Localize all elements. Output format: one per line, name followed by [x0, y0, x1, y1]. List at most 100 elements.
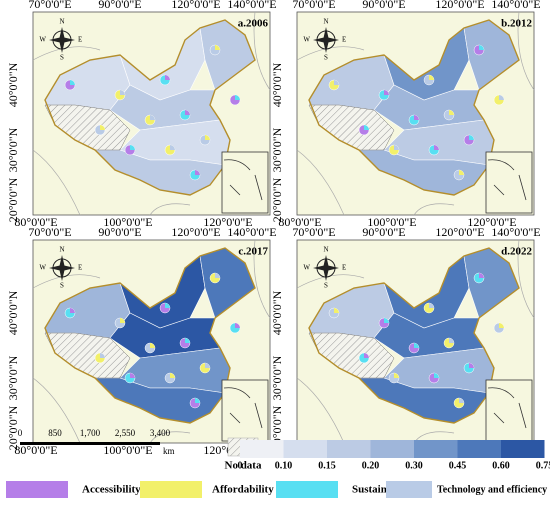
panel-label: a.2006 [238, 18, 269, 30]
longitude-label: 140°0'0"E [227, 0, 276, 11]
pie-legend-swatch [276, 481, 338, 498]
latitude-label: 20°0'0"N [6, 177, 20, 222]
pie-slice [429, 75, 434, 80]
pie-slice [364, 353, 369, 358]
class-break-label: 0.10 [275, 460, 293, 471]
class-break-label: 0 [238, 460, 243, 471]
country-outline [308, 247, 520, 424]
country-outline [44, 247, 256, 424]
class-swatch [327, 440, 371, 458]
class-swatch [414, 440, 458, 458]
pie-slice [195, 398, 200, 403]
longitude-label: 120°0'0"E [435, 225, 484, 239]
compass-label: N [59, 18, 64, 26]
compass-label: W [39, 36, 46, 44]
map-panel: N S W Eb.2012 70°0'0"E 90°0'0"E 120°0'0"E 140°0… [270, 0, 541, 229]
map-panel: N S W Ec.2017 70°0'0"E 90°0'0"E 120°0'0"E 140°0… [6, 225, 277, 457]
pie-slice [165, 303, 170, 308]
neighbor-border [296, 239, 535, 444]
map-panels: N S W Ea.2006 70°0'0"E 90°0'0"E 120°0'0"E 140°0… [6, 0, 541, 457]
class-break-label: 0.75 [536, 460, 550, 471]
longitude-label: 120°0'0"E [467, 215, 516, 229]
panel-label: b.2012 [501, 18, 532, 30]
compass-label: S [324, 54, 328, 62]
pie-slice [499, 323, 504, 328]
longitude-label: 120°0'0"E [171, 0, 220, 11]
longitude-label: 120°0'0"E [203, 215, 252, 229]
pie-slice [205, 135, 210, 140]
pie-slice [479, 45, 484, 50]
inset-coast [223, 387, 263, 429]
compass-label: S [60, 282, 64, 290]
compass-label: E [342, 36, 346, 44]
pie-slice [469, 363, 474, 368]
pie-slice [205, 363, 210, 368]
scale-label: 3,400 [150, 428, 171, 438]
scale-label: 0 [18, 428, 23, 438]
country-outline [308, 19, 520, 196]
pie-legend-swatch [140, 481, 202, 498]
longitude-label: 80°0'0"E [14, 215, 57, 229]
inset-map [485, 379, 533, 442]
latitude-label: 20°0'0"N [270, 177, 284, 222]
longitude-label: 90°0'0"E [362, 225, 405, 239]
inset-coast [487, 387, 527, 429]
inset-map [485, 151, 533, 214]
pie-slice [130, 145, 135, 150]
class-swatch [457, 440, 501, 458]
longitude-label: 80°0'0"E [14, 443, 57, 457]
pie-slice [100, 353, 105, 358]
map-panel: N S W Ea.2006 70°0'0"E 90°0'0"E 120°0'0"E 140°0… [6, 0, 277, 229]
compass-label: S [60, 54, 64, 62]
pie-slice [215, 45, 220, 50]
pie-slice [165, 75, 170, 80]
pie-slice [170, 145, 175, 150]
pie-legend-swatch [386, 481, 432, 498]
pie-slice [394, 373, 399, 378]
pie-slice [150, 115, 155, 120]
pie-slice [394, 145, 399, 150]
class-break-label: 0.30 [405, 460, 423, 471]
pie-legend-label: Affordability [212, 484, 274, 496]
inset-map [221, 151, 269, 214]
pie-slice [434, 145, 439, 150]
class-swatch [240, 440, 284, 458]
compass-label: N [59, 246, 64, 254]
country-outline [44, 19, 256, 196]
latitude-label: 20°0'0"N [270, 405, 284, 450]
latitude-label: 30°0'0"N [270, 127, 284, 172]
latitude-label: 40°0'0"N [6, 290, 20, 335]
class-swatch [501, 440, 545, 458]
latitude-label: 30°0'0"N [6, 127, 20, 172]
compass-needle [49, 27, 75, 53]
class-break-label: 0.45 [449, 460, 467, 471]
compass-needle [313, 255, 339, 281]
pie-slice [235, 323, 240, 328]
pie-legend-swatch [6, 481, 68, 498]
longitude-label: 70°0'0"E [292, 225, 335, 239]
pie-slice [469, 135, 474, 140]
pie-slice [434, 373, 439, 378]
pie-slice [120, 318, 125, 323]
pie-slice [170, 373, 175, 378]
pie-slice [334, 308, 339, 313]
pie-slice [185, 110, 190, 115]
pie-slice [499, 95, 504, 100]
inset-coast [223, 159, 263, 201]
compass-label: N [323, 246, 328, 254]
latitude-label: 30°0'0"N [270, 355, 284, 400]
pie-slice [185, 338, 190, 343]
longitude-label: 80°0'0"E [278, 215, 321, 229]
pie-slice [479, 273, 484, 278]
class-break-label: 0.15 [318, 460, 336, 471]
class-break-label: 0.20 [362, 460, 380, 471]
no-data-label: No data [225, 460, 262, 472]
scale-label: 2,550 [115, 428, 136, 438]
latitude-label: 40°0'0"N [270, 290, 284, 335]
neighbor-border [32, 239, 271, 444]
pie-slice [449, 338, 454, 343]
pie-legend-label: Accessibility [82, 484, 141, 496]
longitude-label: 70°0'0"E [28, 225, 71, 239]
neighbor-border [32, 11, 271, 216]
